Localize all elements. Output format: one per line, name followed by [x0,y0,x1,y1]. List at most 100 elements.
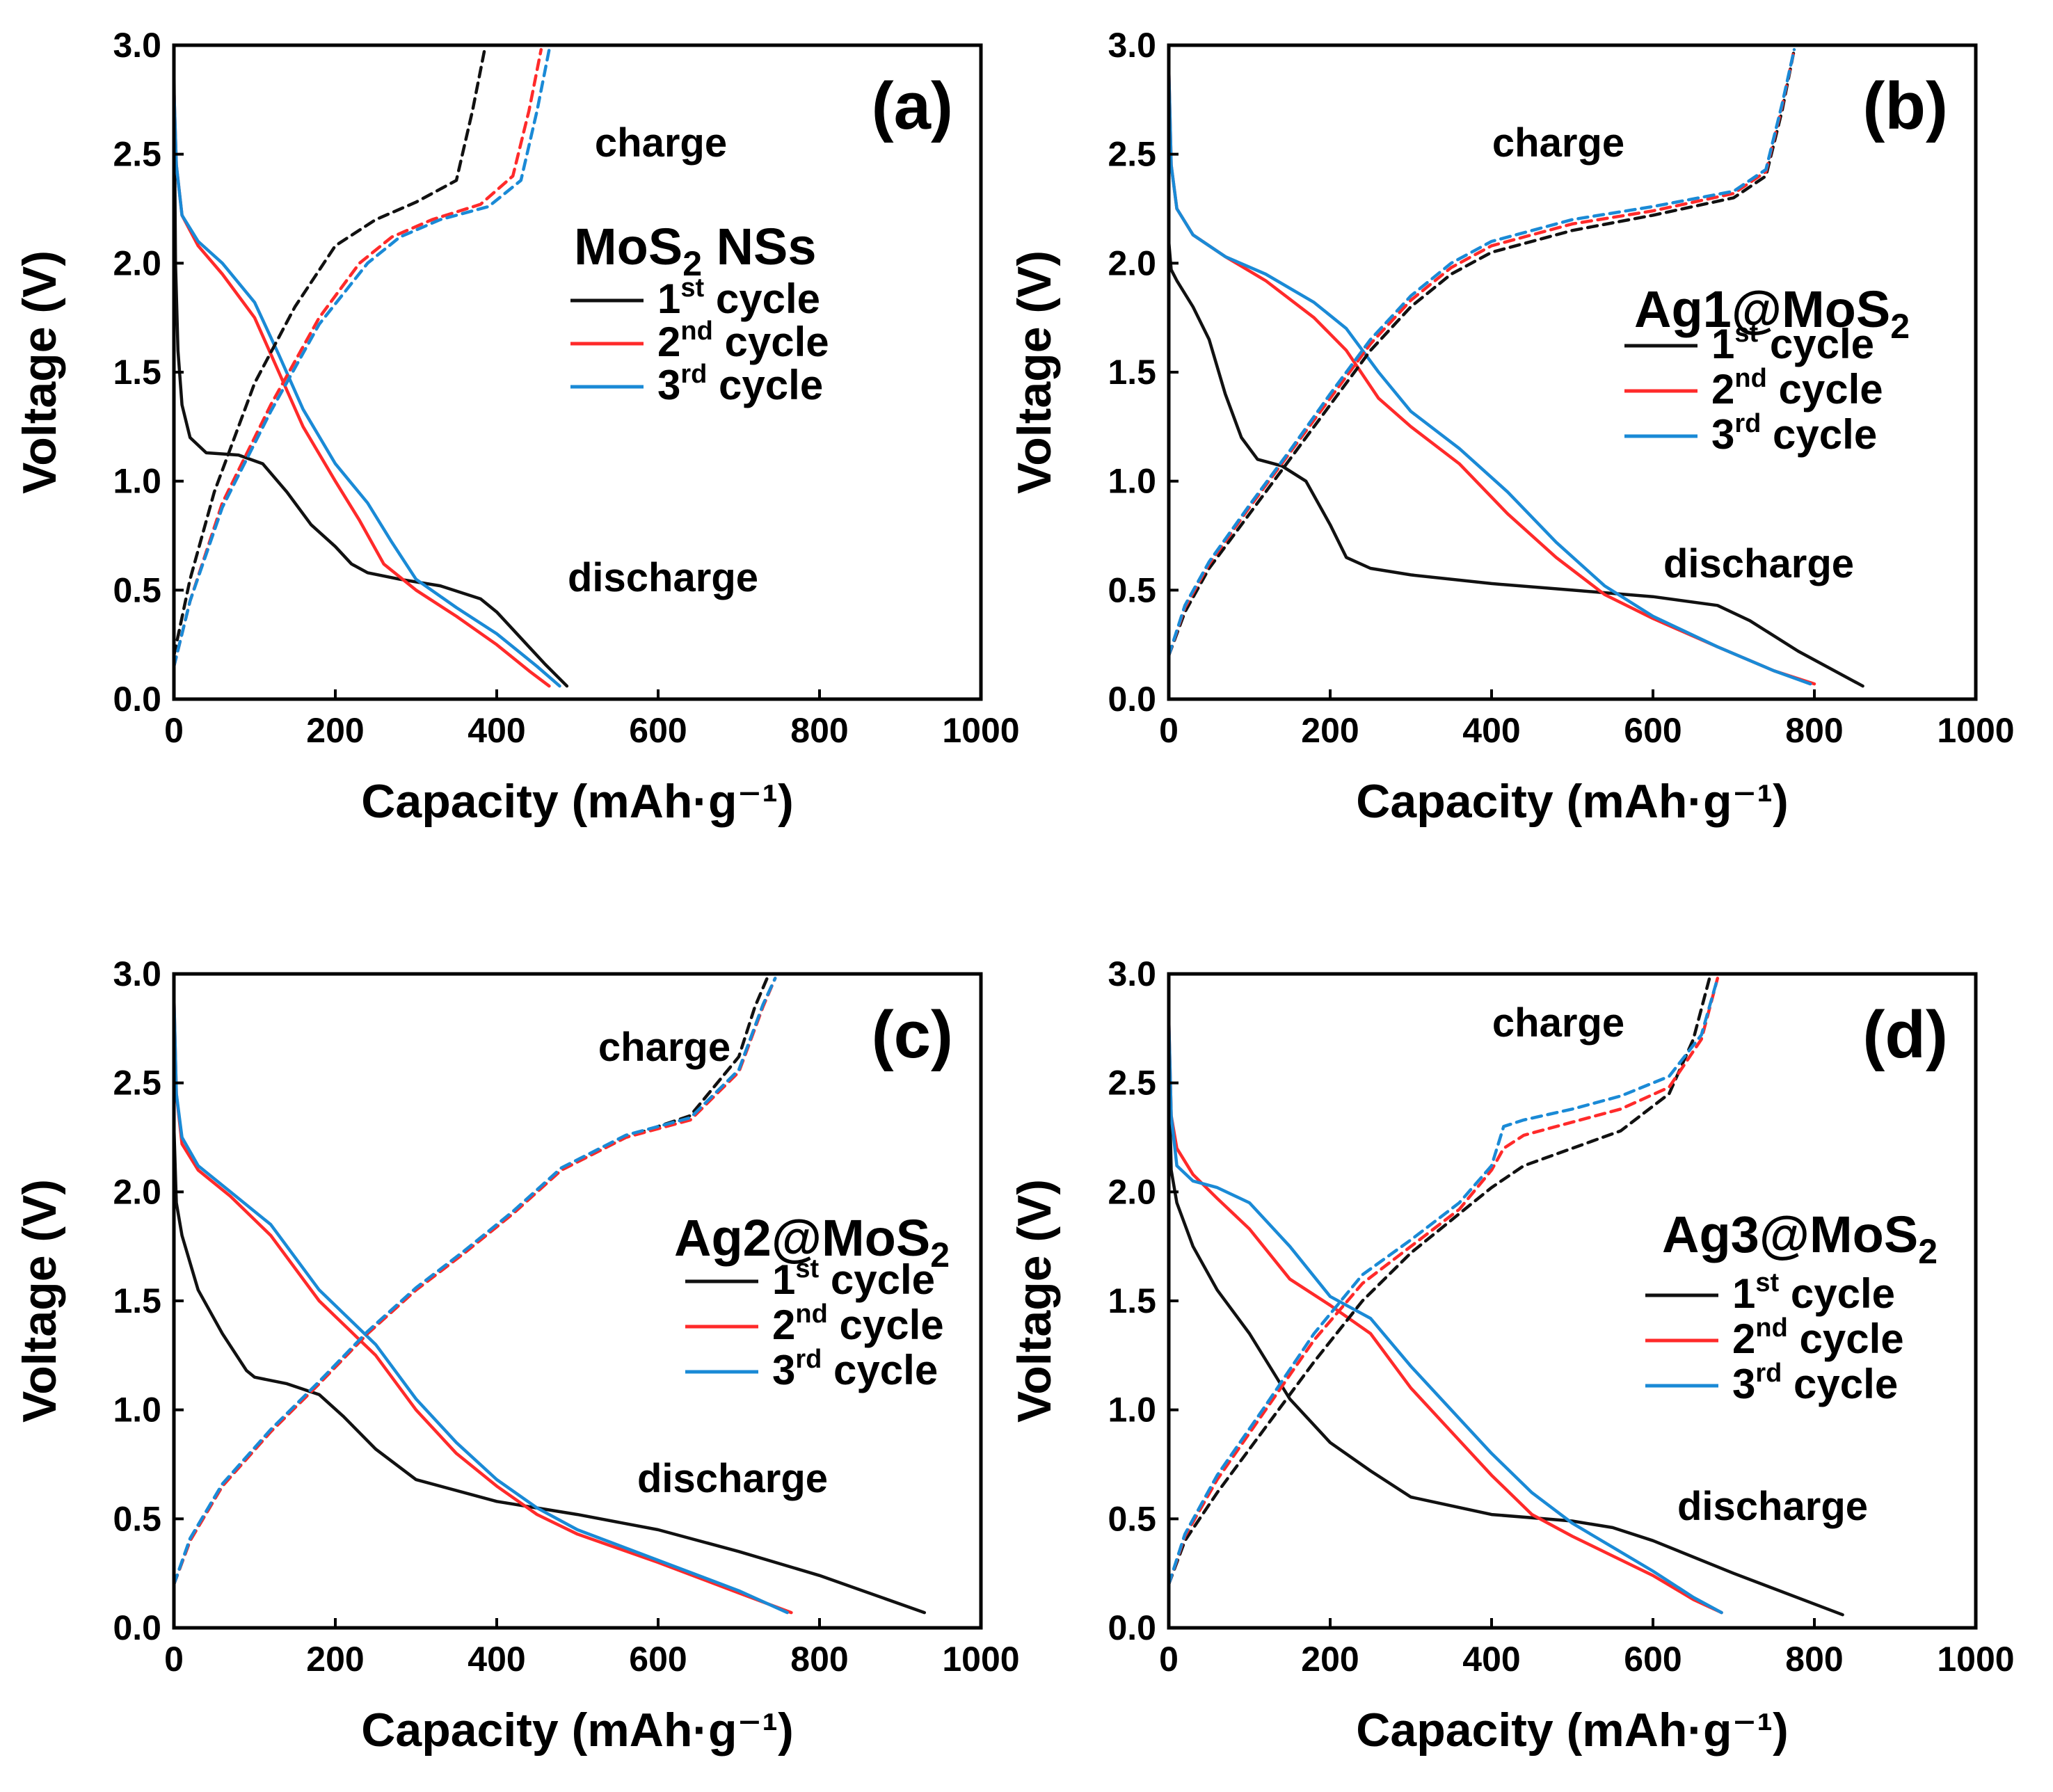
y-tick-label: 1.0 [113,462,161,501]
x-tick-label: 1000 [942,711,1019,750]
charge-annotation: charge [598,1025,730,1070]
series-line-2nd-cycle-charge [172,48,543,669]
y-tick-label: 2.5 [1108,1064,1156,1103]
series-line-3rd-cycle-discharge [1167,65,1812,686]
x-tick-label: 800 [1785,711,1843,750]
x-tick-label: 200 [306,711,364,750]
sample-title: Ag3@MoS2 [1662,1206,1938,1271]
y-tick-label: 2.5 [1108,135,1156,174]
y-tick-label: 2.0 [113,1172,161,1211]
y-tick-label: 3.0 [1108,954,1156,993]
x-axis-title: Capacity (mAh·g⁻¹) [361,1704,793,1757]
y-tick-label: 2.0 [1108,243,1156,282]
y-tick-label: 0.5 [113,570,161,609]
y-axis-title: Voltage (V) [1008,1179,1061,1423]
y-tick-label: 1.5 [1108,353,1156,392]
x-tick-label: 600 [1624,711,1681,750]
x-axis-title: Capacity (mAh·g⁻¹) [361,775,793,828]
x-tick-label: 600 [629,711,687,750]
panel-c: 0 200 400 600 800 1000 0.0 0.5 1.0 1.5 2.0 2.5 3.0 Ca… [13,954,1020,1757]
x-axis-title: Capacity (mAh·g⁻¹) [1356,775,1788,828]
series-line-1st-cycle-discharge [172,1125,927,1615]
legend-label: 1st cycle [1711,319,1874,367]
x-tick-label: 400 [1462,1640,1520,1679]
x-tick-label: 1000 [942,1640,1019,1679]
x-tick-label: 0 [164,711,184,750]
series-line-3rd-cycle-charge [1167,977,1720,1586]
y-tick-label: 0.5 [1108,1499,1156,1538]
plot-frame [172,43,983,701]
y-tick-label: 1.5 [113,1281,161,1320]
series-line-1st-cycle-charge [172,48,486,657]
legend-label: 2nd cycle [1711,364,1883,413]
panel-a: 0 200 400 600 800 1000 0.0 0.5 1.0 1.5 2.0 2.5 3.0 Ca… [13,26,1020,828]
discharge-annotation: discharge [1663,541,1854,586]
y-tick-label: 0.0 [113,1608,161,1647]
sample-title: Ag2@MoS2 [674,1209,950,1274]
discharge-annotation: discharge [637,1456,828,1501]
y-tick-label: 1.5 [113,353,161,392]
x-tick-label: 800 [790,711,848,750]
panel-label: (a) [872,69,953,143]
x-tick-label: 400 [468,711,525,750]
series-line-1st-cycle-discharge [172,54,569,688]
discharge-annotation: discharge [568,555,758,600]
series-line-2nd-cycle-discharge [172,87,551,688]
legend-label: 2nd cycle [772,1299,944,1348]
legend-label: 3rd cycle [1711,409,1877,458]
x-tick-label: 600 [629,1640,687,1679]
series-line-2nd-cycle-discharge [1167,1016,1723,1615]
panel-label: (b) [1862,69,1948,143]
y-tick-label: 2.5 [113,1064,161,1103]
series-line-3rd-cycle-discharge [1167,1016,1723,1615]
y-tick-label: 0.0 [1108,1608,1156,1647]
y-tick-label: 2.0 [1108,1172,1156,1211]
legend-label: 3rd cycle [1732,1359,1898,1407]
series-line-2nd-cycle-charge [1167,977,1720,1586]
x-tick-label: 200 [1301,1640,1359,1679]
x-tick-label: 600 [1624,1640,1681,1679]
y-axis-title: Voltage (V) [13,1179,66,1423]
legend-label: 3rd cycle [657,360,823,408]
y-tick-label: 1.5 [1108,1281,1156,1320]
x-tick-label: 400 [1462,711,1520,750]
y-tick-label: 1.0 [1108,462,1156,501]
charge-annotation: charge [595,120,727,166]
y-axis-title: Voltage (V) [1008,250,1061,494]
panel-label: (c) [872,998,953,1072]
x-axis-title: Capacity (mAh·g⁻¹) [1356,1704,1788,1757]
panel-d: 0 200 400 600 800 1000 0.0 0.5 1.0 1.5 2.0 2.5 3.0 Ca… [1008,954,2015,1757]
panel-b: 0 200 400 600 800 1000 0.0 0.5 1.0 1.5 2.0 2.5 3.0 Ca… [1008,26,2015,828]
y-tick-label: 3.0 [113,954,161,993]
series-line-1st-cycle-charge [1167,977,1711,1586]
charge-annotation: charge [1492,1000,1624,1046]
series-line-1st-cycle-discharge [1167,1059,1844,1617]
series-line-3rd-cycle-discharge [172,87,561,688]
series-line-1st-cycle-discharge [1167,239,1864,688]
y-tick-label: 2.0 [113,243,161,282]
x-tick-label: 200 [1301,711,1359,750]
discharge-annotation: discharge [1677,1484,1868,1529]
x-tick-label: 0 [164,1640,184,1679]
legend-label: 1st cycle [657,273,820,322]
y-tick-label: 2.5 [113,135,161,174]
y-tick-label: 3.0 [113,26,161,65]
y-tick-label: 3.0 [1108,26,1156,65]
series-line-1st-cycle-charge [1167,48,1796,657]
sample-title: MoS2 NSs [574,218,817,283]
x-tick-label: 800 [1785,1640,1843,1679]
charge-annotation: charge [1492,120,1624,166]
x-tick-label: 200 [306,1640,364,1679]
legend-label: 3rd cycle [772,1345,938,1393]
series-line-3rd-cycle-discharge [172,994,789,1615]
y-tick-label: 0.5 [1108,570,1156,609]
panel-label: (d) [1862,998,1948,1072]
x-tick-label: 0 [1159,1640,1179,1679]
y-tick-label: 0.5 [113,1499,161,1538]
legend-label: 2nd cycle [657,317,829,365]
x-tick-label: 1000 [1937,1640,2014,1679]
x-tick-label: 800 [790,1640,848,1679]
x-tick-label: 0 [1159,711,1179,750]
series-line-3rd-cycle-charge [172,48,551,669]
